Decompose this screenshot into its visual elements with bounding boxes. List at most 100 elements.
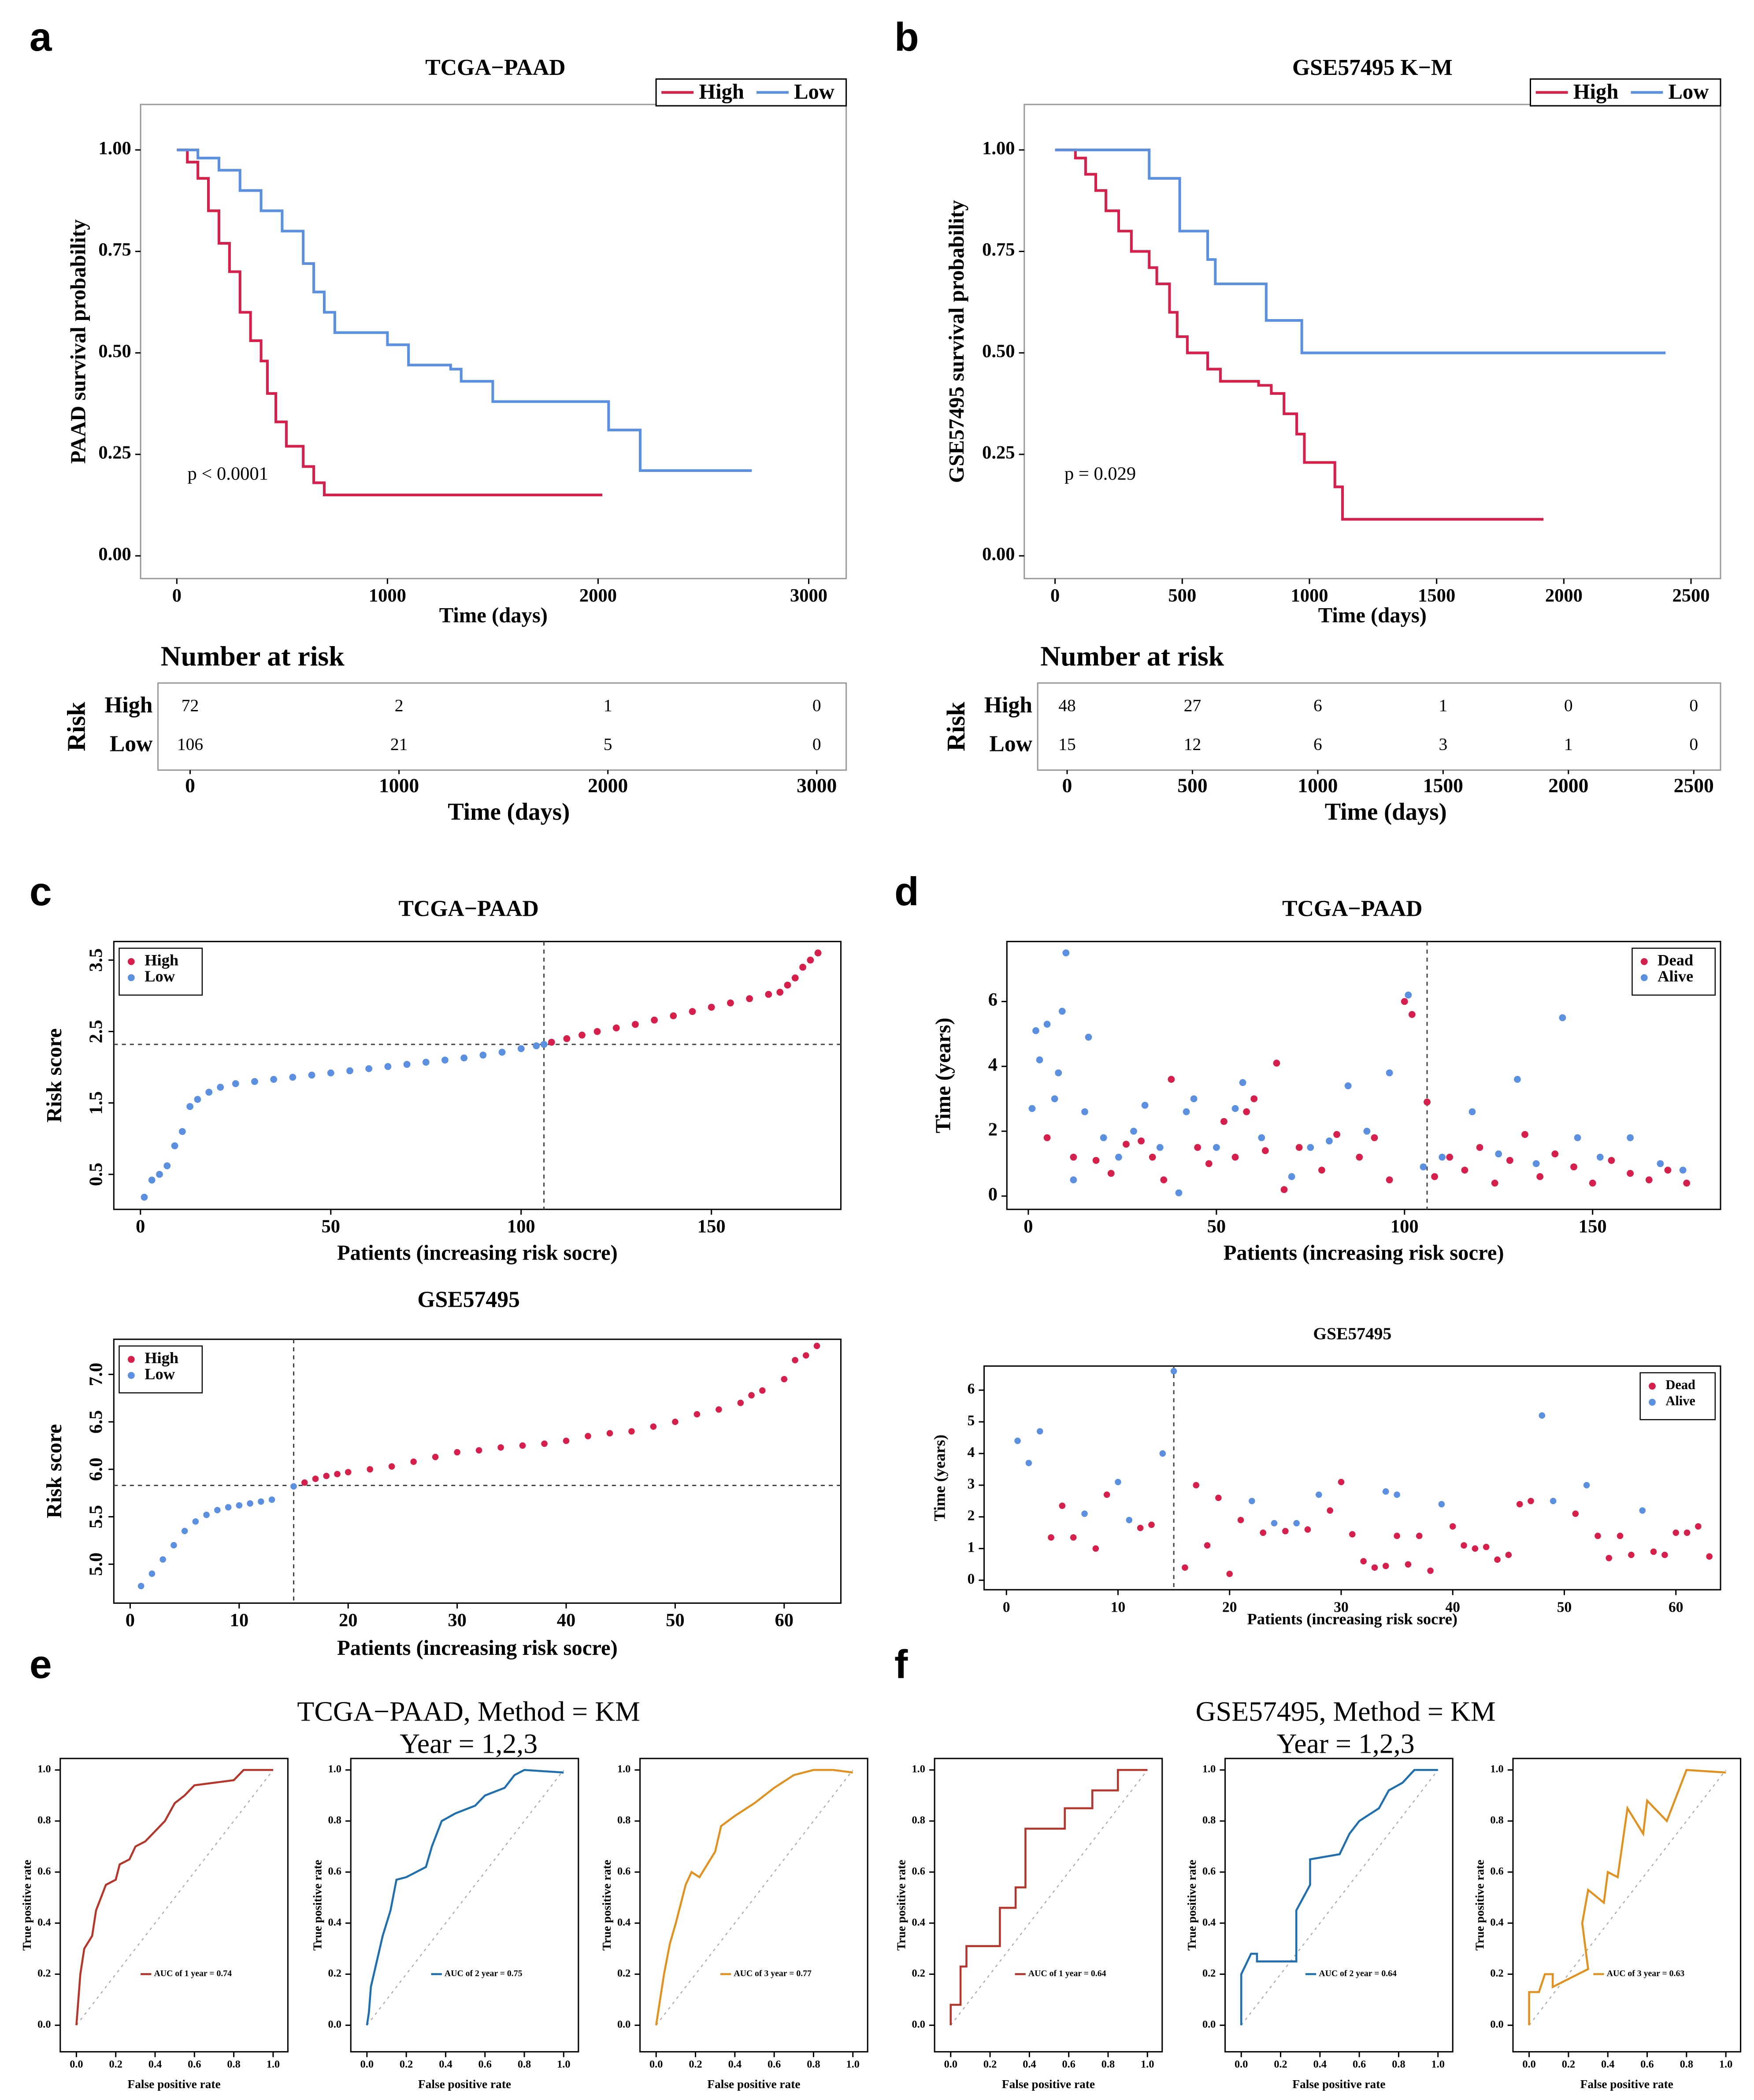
point	[1427, 1567, 1434, 1574]
x-axis-label: Patients (increasing risk socre)	[1224, 1241, 1504, 1265]
x-tick-label: 1000	[379, 774, 419, 796]
plot-frame	[140, 104, 847, 580]
point	[1231, 1153, 1239, 1161]
point	[497, 1444, 504, 1451]
x-tick-label: 0.0	[649, 2059, 663, 2070]
point	[1606, 1555, 1613, 1561]
y-tick-label: 6	[988, 989, 998, 1010]
legend-label: AUC of 1 year = 0.64	[1028, 1969, 1106, 1978]
point	[1596, 1153, 1604, 1161]
reference-diagonal	[366, 1769, 564, 2026]
y-tick-label: 0.75	[982, 239, 1015, 260]
point	[746, 995, 753, 1002]
point	[1115, 1153, 1122, 1161]
y-axis-label: Risk score	[42, 1028, 66, 1122]
risk-count: 12	[1184, 735, 1201, 754]
y-axis-label: PAAD survival probability	[67, 219, 90, 464]
plot-frame	[1224, 1758, 1454, 2053]
point	[178, 1128, 186, 1135]
x-tick-label: 100	[507, 1216, 535, 1237]
row-label: Low	[110, 732, 153, 757]
point	[585, 1433, 591, 1439]
chart-title: TCGA−PAAD	[1282, 896, 1422, 921]
point	[813, 1342, 820, 1349]
point	[1360, 1558, 1367, 1565]
point	[748, 1392, 755, 1399]
point	[1532, 1160, 1540, 1167]
point	[1446, 1153, 1454, 1161]
point	[308, 1071, 315, 1079]
legend-marker	[1640, 974, 1648, 981]
point	[632, 1021, 639, 1028]
point	[232, 1080, 239, 1087]
point	[365, 1065, 373, 1072]
y-tick-label: 1.0	[912, 1763, 925, 1775]
legend-label: Low	[794, 80, 834, 104]
point	[441, 1056, 449, 1064]
y-tick-label: 0.4	[617, 1916, 630, 1928]
point	[479, 1052, 487, 1059]
legend-label: High	[1573, 80, 1619, 104]
point	[171, 1142, 178, 1149]
point	[533, 1042, 540, 1049]
y-axis-label: True positive rate	[600, 1860, 613, 1951]
legend-marker	[127, 958, 135, 965]
point	[1239, 1079, 1246, 1086]
x-axis-label: False positive rate	[418, 2078, 511, 2091]
point	[1589, 1179, 1596, 1187]
y-tick-label: 0.2	[912, 1967, 925, 1979]
point	[1574, 1134, 1581, 1141]
point	[1495, 1150, 1502, 1158]
x-axis-label: False positive rate	[128, 2078, 221, 2091]
legend-label: Dead	[1658, 951, 1693, 969]
point	[1014, 1438, 1021, 1444]
y-axis-label: Time (years)	[931, 1435, 949, 1521]
point	[1213, 1144, 1220, 1151]
x-tick-label: 0.6	[478, 2059, 492, 2070]
x-tick-label: 1000	[1290, 585, 1328, 606]
y-tick-label: 0.6	[328, 1865, 341, 1877]
risk-count: 15	[1058, 735, 1076, 754]
chart-subtitle: Year = 1,2,3	[1277, 1728, 1415, 1759]
point	[1220, 1118, 1227, 1125]
point	[1449, 1523, 1456, 1530]
legend-marker	[127, 974, 135, 981]
legend-label: Alive	[1665, 1394, 1695, 1409]
y-axis-label: Risk	[942, 702, 970, 751]
x-tick-label: 50	[1557, 1599, 1572, 1615]
point	[799, 963, 806, 971]
point	[301, 1479, 308, 1486]
point	[708, 1004, 715, 1011]
x-tick-label: 500	[1168, 585, 1196, 606]
y-axis-label: True positive rate	[311, 1860, 324, 1951]
point	[1103, 1491, 1110, 1498]
x-tick-label: 0.6	[768, 2059, 781, 2070]
point	[1595, 1532, 1601, 1539]
y-axis-label: True positive rate	[895, 1860, 908, 1951]
x-tick-label: 0.2	[109, 2059, 122, 2070]
point	[1650, 1548, 1657, 1555]
x-tick-label: 100	[1391, 1216, 1419, 1237]
legend-label: AUC of 2 year = 0.64	[1319, 1969, 1397, 1978]
point	[541, 1440, 548, 1447]
x-axis-label: Patients (increasing risk socre)	[337, 1636, 618, 1660]
x-tick-label: 1.0	[1431, 2059, 1445, 2070]
legend-box	[1639, 1372, 1716, 1420]
y-tick-label: 0	[968, 1571, 975, 1587]
point	[1036, 1056, 1043, 1063]
point	[1628, 1551, 1635, 1558]
x-tick-label: 0	[1023, 1216, 1033, 1237]
point	[1183, 1108, 1190, 1115]
point	[1043, 1021, 1051, 1028]
x-tick-label: 0.2	[1274, 2059, 1287, 2070]
point	[689, 1008, 696, 1015]
point	[519, 1442, 526, 1449]
point	[1394, 1532, 1400, 1539]
point	[606, 1430, 613, 1437]
point	[1258, 1134, 1265, 1141]
y-tick-label: 0.50	[982, 341, 1015, 361]
point	[289, 1074, 297, 1081]
x-tick-label: 1.0	[1719, 2059, 1732, 2070]
point	[593, 1028, 601, 1035]
